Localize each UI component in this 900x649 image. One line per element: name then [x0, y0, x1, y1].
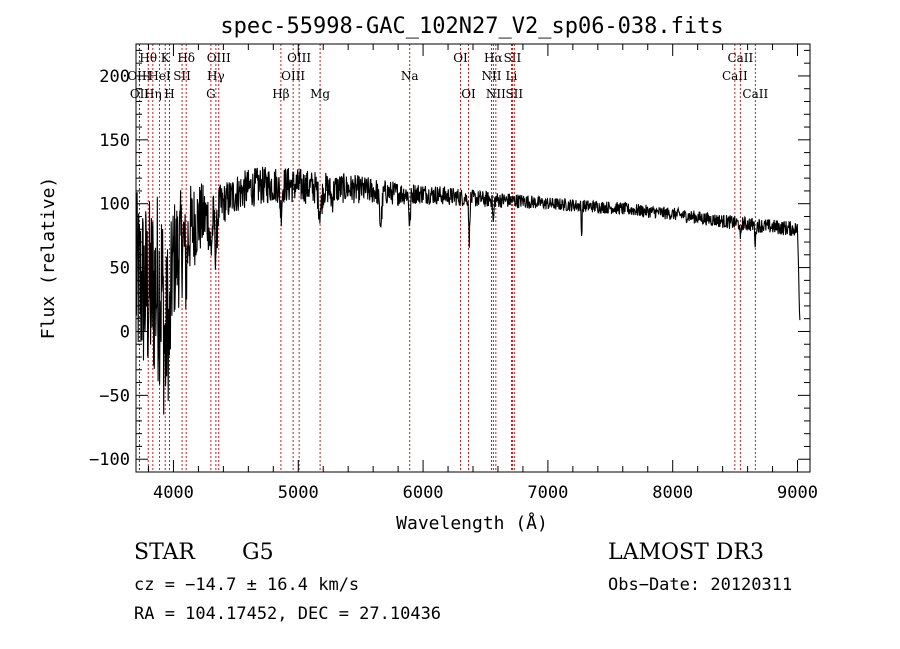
y-tick-label-6: 200 — [99, 67, 130, 87]
line-label-6: H — [164, 87, 174, 101]
x-tick-label-3: 7000 — [527, 483, 568, 503]
line-label-23: SII — [504, 51, 522, 65]
object-subclass: G5 — [242, 540, 274, 565]
y-tick-label-0: −100 — [89, 450, 130, 470]
x-axis-label: Wavelength (Å) — [396, 512, 548, 534]
redshift-readout: cz = −14.7 ± 16.4 km/s — [134, 575, 360, 595]
line-label-3: Hη — [144, 87, 162, 101]
line-label-18: OI — [461, 87, 476, 101]
line-label-25: CaII — [722, 69, 748, 83]
line-label-17: OI — [453, 51, 468, 65]
y-tick-label-1: −50 — [99, 386, 130, 406]
y-tick-label-4: 100 — [99, 195, 130, 215]
line-label-27: CaII — [742, 87, 768, 101]
line-label-20: Hα — [484, 51, 503, 65]
x-tick-label-0: 4000 — [153, 483, 194, 503]
line-label-9: G — [206, 87, 216, 101]
plot-area — [135, 166, 801, 415]
y-tick-label-5: 150 — [99, 131, 130, 151]
plot-frame — [135, 43, 811, 473]
line-label-11: OIII — [207, 51, 231, 65]
line-label-0: Hθ — [139, 51, 157, 65]
x-tick-label-1: 5000 — [278, 483, 319, 503]
spectral-line-markers: HθOIIOIIIHηHeIKHSIIHδGHγOIIIHβOIIIOIIIMg… — [127, 44, 768, 472]
y-tick-label-2: 0 — [120, 322, 130, 342]
flux-series-line — [135, 166, 801, 415]
line-label-4: HeI — [148, 69, 171, 83]
line-label-10: Hγ — [207, 69, 225, 83]
line-label-26: CaII — [727, 51, 753, 65]
x-tick-label-4: 8000 — [652, 483, 693, 503]
x-tick-label-2: 6000 — [403, 483, 444, 503]
axes: 4000 5000 6000 7000 8000 9000 −100 −50 0 50 100 150… — [89, 44, 818, 503]
line-label-8: Hδ — [177, 51, 195, 65]
survey-name: LAMOST DR3 — [608, 540, 764, 565]
line-label-13: OIII — [281, 69, 305, 83]
line-label-21: NII — [486, 87, 506, 101]
observation-date: Obs−Date: 20120311 — [608, 575, 793, 595]
line-label-22: Li — [506, 69, 518, 83]
coordinates-readout: RA = 104.17452, DEC = 27.10436 — [134, 604, 442, 624]
line-label-19: NII — [481, 69, 501, 83]
line-label-24: SII — [505, 87, 523, 101]
line-label-15: Mg — [310, 87, 330, 101]
line-label-5: K — [161, 51, 171, 65]
y-tick-label-3: 50 — [110, 259, 130, 279]
line-label-12: Hβ — [272, 87, 289, 101]
object-type: STAR — [134, 540, 195, 565]
x-tick-label-5: 9000 — [777, 483, 818, 503]
line-label-14: OIII — [287, 51, 311, 65]
line-label-7: SII — [173, 69, 191, 83]
chart-title: spec-55998-GAC_102N27_V2_sp06-038.fits — [220, 14, 723, 39]
y-axis-label: Flux (relative) — [38, 177, 59, 340]
line-label-16: Na — [401, 69, 419, 83]
